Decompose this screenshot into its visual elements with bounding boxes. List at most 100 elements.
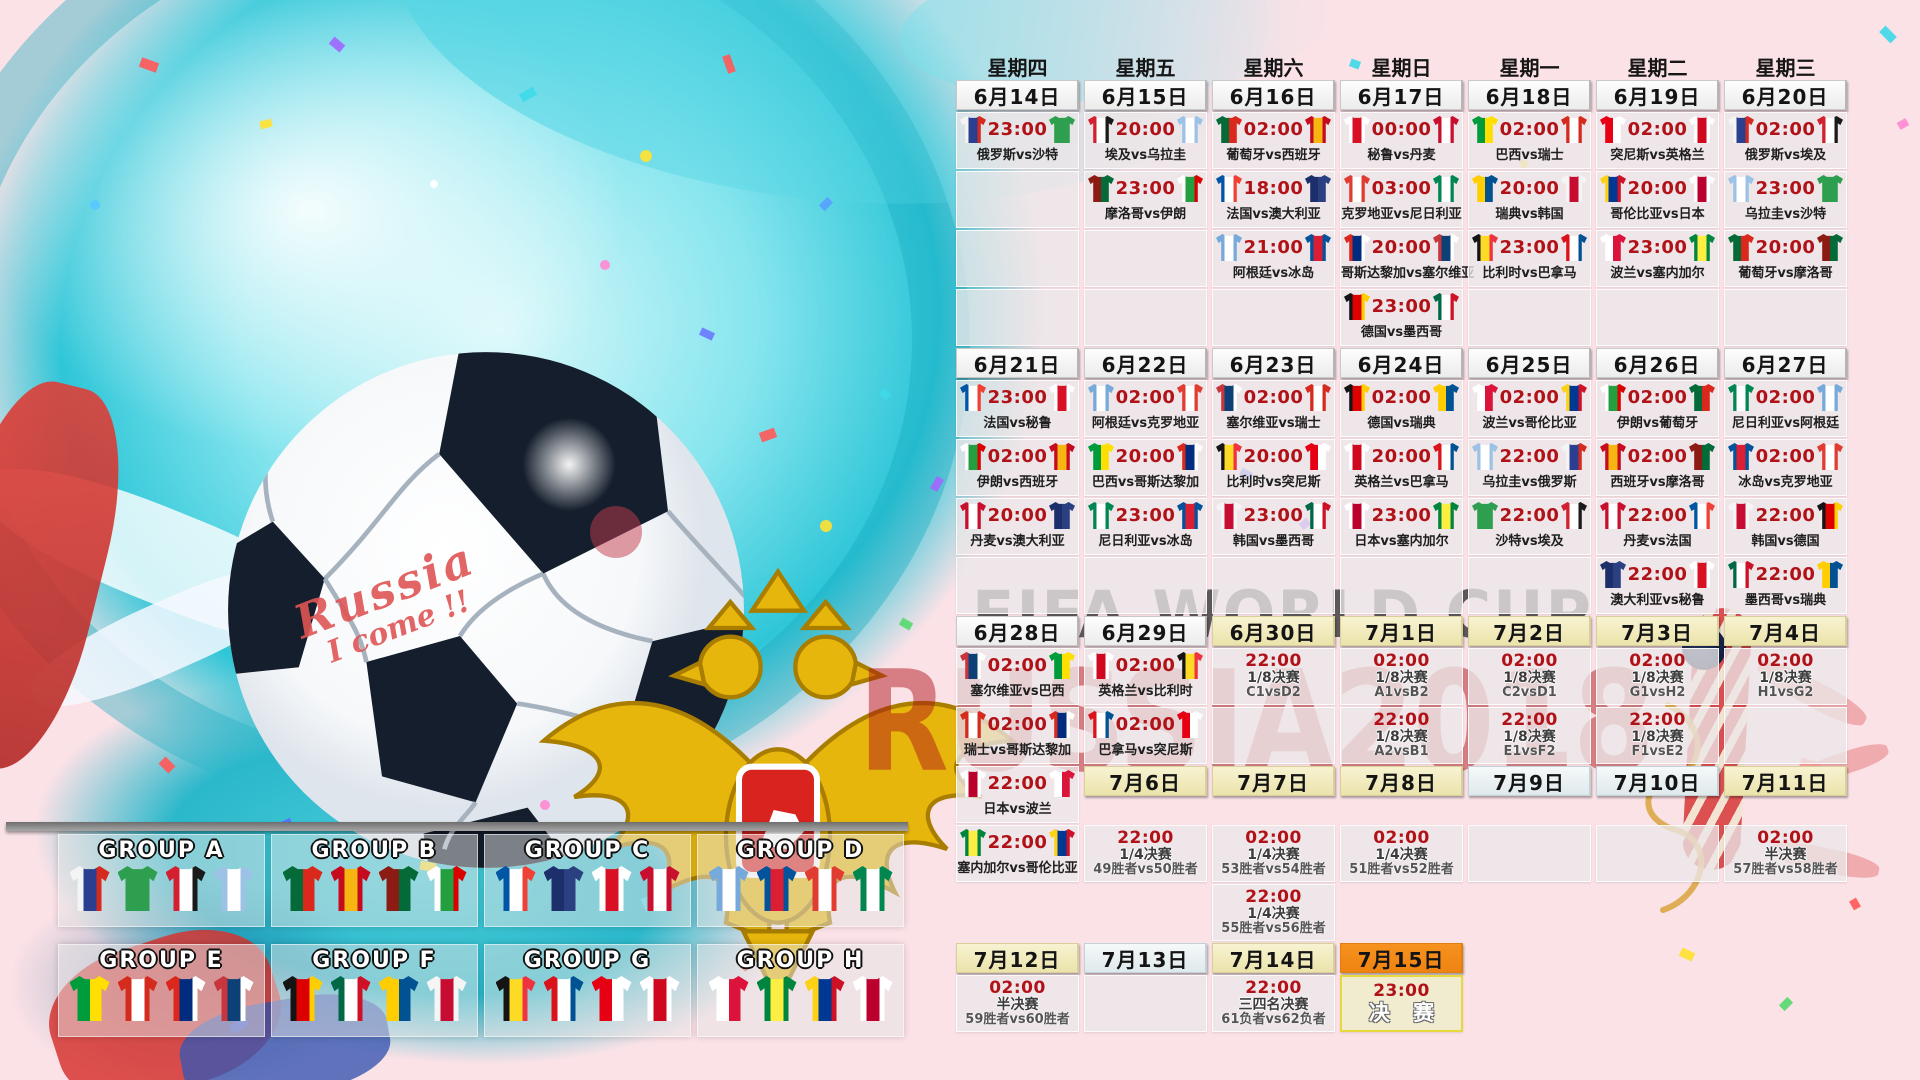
team-jersey-icon (1728, 443, 1754, 470)
match-time: 23:00 (1371, 505, 1432, 526)
match-teams-label: 塞尔维亚vs巴西 (970, 684, 1065, 699)
match-top-row: 22:00 (1469, 499, 1590, 529)
calendar-slot: 02:00 瑞士vs哥斯达黎加 (956, 707, 1079, 764)
calendar-slot: 7月14日 (1212, 943, 1335, 973)
pairing-label: 51胜者vs52胜者 (1349, 862, 1454, 878)
calendar-row: 22:00 塞内加尔vs哥伦比亚 22:00 1/4决赛 49胜者vs50胜者 02:00… (956, 825, 1852, 882)
match-time: 02:00 (1627, 446, 1688, 467)
calendar-row: 星期四 星期五 星期六 星期日 星期一 星期二 星期三 (956, 52, 1852, 80)
team-jersey-icon (1816, 502, 1843, 529)
match-schedule-calendar: 星期四 星期五 星期六 星期日 星期一 星期二 星期三 6月14日 6月15日 6月16日 6月17… (956, 52, 1852, 1034)
group-title: GROUP E (99, 948, 224, 973)
calendar-slot (1468, 557, 1591, 614)
match-cell: 02:00 伊朗vs西班牙 (956, 439, 1079, 496)
match-time: 02:00 (1243, 387, 1304, 408)
match-teams-label: 塞尔维亚vs瑞士 (1226, 416, 1321, 431)
calendar-slot: 23:00 尼日利亚vs冰岛 (1084, 498, 1207, 555)
match-top-row: 02:00 (1469, 113, 1590, 143)
calendar-slot: 20:00 哥伦比亚vs日本 (1596, 171, 1719, 228)
calendar-slot: 02:00 伊朗vs西班牙 (956, 439, 1079, 496)
empty-cell (1468, 557, 1591, 614)
match-time: 20:00 (1499, 178, 1560, 199)
match-teams-label: 突尼斯vs英格兰 (1610, 148, 1705, 163)
calendar-slot: 7月4日 (1724, 616, 1847, 646)
match-time: 02:00 (987, 446, 1048, 467)
team-jersey-icon (1088, 502, 1114, 529)
match-teams-label: 日本vs波兰 (983, 802, 1052, 817)
empty-cell (956, 171, 1079, 228)
calendar-slot: 22:00 日本vs波兰 (956, 766, 1079, 823)
calendar-slot: 20:00 埃及vs乌拉圭 (1084, 112, 1207, 169)
group-jerseys (485, 976, 690, 1021)
team-jersey-icon (213, 976, 254, 1021)
team-jersey-icon (1304, 502, 1331, 529)
match-top-row: 20:00 (1597, 172, 1718, 202)
team-jersey-icon (1088, 443, 1114, 470)
calendar-slot: 02:00 1/4决赛 51胜者vs52胜者 (1340, 825, 1463, 882)
match-time: 22:00 (1629, 709, 1686, 730)
team-jersey-icon (1688, 116, 1715, 143)
knockout-cell: 22:00 1/4决赛 55胜者vs56胜者 (1212, 884, 1335, 941)
calendar-slot: 02:00 巴西vs瑞士 (1468, 112, 1591, 169)
calendar-slot: 7月11日 (1724, 766, 1847, 796)
match-cell: 02:00 瑞士vs哥斯达黎加 (956, 707, 1079, 764)
knockout-cell: 02:00 1/8决赛 G1vsH2 (1596, 648, 1719, 705)
calendar-slot: 02:00 波兰vs哥伦比亚 (1468, 380, 1591, 437)
team-jersey-icon (1088, 175, 1114, 202)
match-time: 02:00 (1629, 650, 1686, 671)
team-jersey-icon (1600, 502, 1626, 529)
match-teams-label: 埃及vs乌拉圭 (1104, 148, 1187, 163)
calendar-slot (1468, 289, 1591, 346)
match-teams-label: 乌拉圭vs俄罗斯 (1482, 475, 1577, 490)
calendar-slot: 星期二 (1596, 52, 1719, 80)
pairing-label: E1vsF2 (1503, 744, 1556, 760)
calendar-slot: 6月28日 (956, 616, 1079, 646)
match-top-row: 02:00 (957, 649, 1078, 679)
team-jersey-icon (1088, 384, 1114, 411)
calendar-slot: 20:00 丹麦vs澳大利亚 (956, 498, 1079, 555)
calendar-slot: 02:00 1/8决赛 C2vsD1 (1468, 648, 1591, 705)
match-cell: 20:00 瑞典vs韩国 (1468, 171, 1591, 228)
match-top-row: 02:00 (1085, 708, 1206, 738)
match-teams-label: 摩洛哥vs伊朗 (1104, 207, 1187, 222)
match-top-row: 18:00 (1213, 172, 1334, 202)
match-top-row: 23:00 (1725, 172, 1846, 202)
match-top-row: 23:00 (1341, 499, 1462, 529)
match-time: 23:00 (987, 119, 1048, 140)
match-time: 20:00 (1755, 237, 1816, 258)
match-cell: 22:00 丹麦vs法国 (1596, 498, 1719, 555)
match-top-row: 02:00 (957, 708, 1078, 738)
team-jersey-icon (543, 866, 584, 911)
team-jersey-icon (756, 976, 797, 1021)
match-cell: 22:00 韩国vs德国 (1724, 498, 1847, 555)
calendar-slot: 02:00 半决赛 59胜者vs60胜者 (956, 975, 1079, 1032)
stage-label: 三四名决赛 (1238, 997, 1309, 1014)
match-teams-label: 冰岛vs克罗地亚 (1738, 475, 1833, 490)
knockout-cell: 22:00 1/8决赛 C1vsD2 (1212, 648, 1335, 705)
match-time: 02:00 (1245, 827, 1302, 848)
calendar-slot: 22:00 沙特vs埃及 (1468, 498, 1591, 555)
date-cell: 7月3日 (1596, 616, 1719, 646)
match-cell: 02:00 塞尔维亚vs巴西 (956, 648, 1079, 705)
match-teams-label: 澳大利亚vs秘鲁 (1610, 593, 1705, 608)
match-teams-label: 伊朗vs葡萄牙 (1616, 416, 1699, 431)
team-jersey-icon (1216, 116, 1242, 143)
calendar-slot (1212, 557, 1335, 614)
match-cell: 23:00 日本vs塞内加尔 (1340, 498, 1463, 555)
match-teams-label: 克罗地亚vs尼日利亚 (1341, 207, 1462, 222)
match-teams-label: 日本vs塞内加尔 (1354, 534, 1449, 549)
team-jersey-icon (495, 866, 536, 911)
calendar-slot: 02:00 1/4决赛 53胜者vs54胜者 (1212, 825, 1335, 882)
date-cell: 7月6日 (1084, 766, 1207, 796)
calendar-row: 6月14日 6月15日 6月16日 6月17日 6月18日 6月19日 6月20日 (956, 80, 1852, 110)
match-cell: 02:00 西班牙vs摩洛哥 (1596, 439, 1719, 496)
calendar-slot: 23:00 法国vs秘鲁 (956, 380, 1079, 437)
team-jersey-icon (543, 976, 584, 1021)
match-teams-label: 俄罗斯vs沙特 (976, 148, 1059, 163)
match-time: 02:00 (1755, 119, 1816, 140)
calendar-slot: 6月27日 (1724, 348, 1847, 378)
team-jersey-icon (591, 976, 632, 1021)
team-jersey-icon (117, 976, 158, 1021)
calendar-row: 23:00 德国vs墨西哥 (956, 289, 1852, 346)
team-jersey-icon (852, 866, 893, 911)
